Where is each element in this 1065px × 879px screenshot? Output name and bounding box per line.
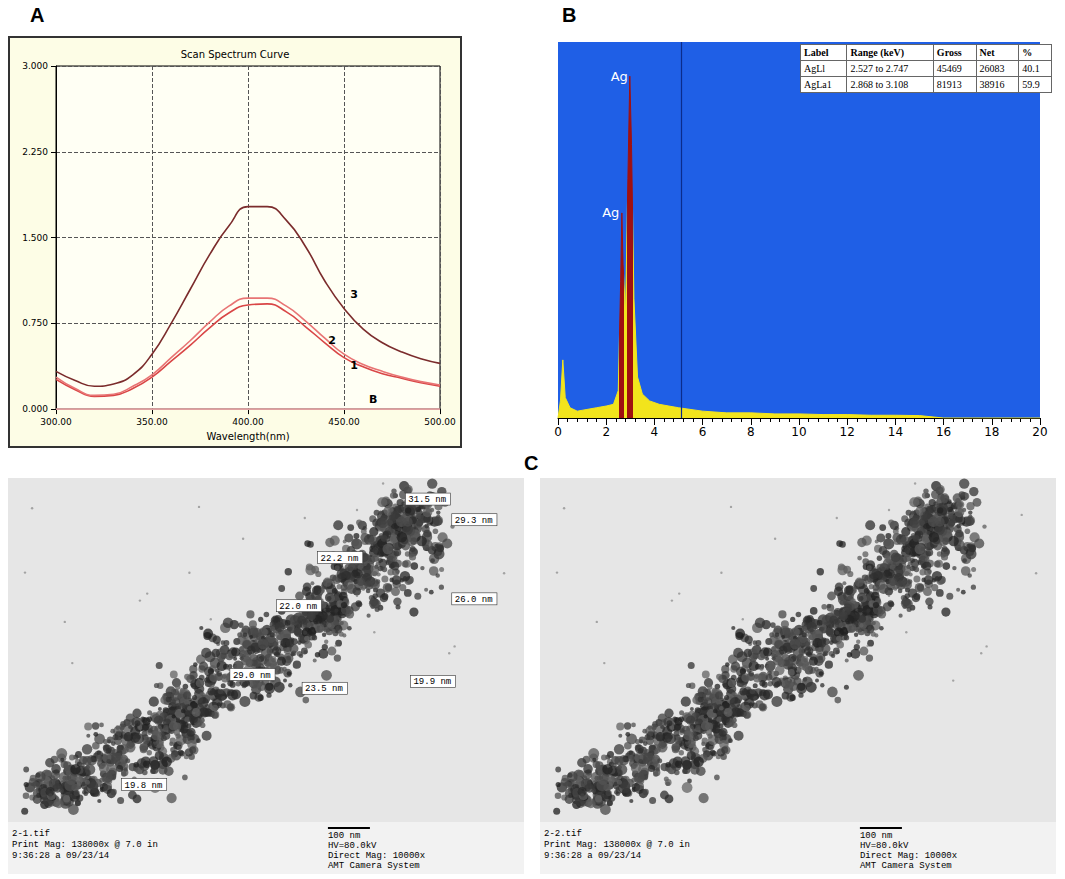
html-text:26083: 26083	[979, 63, 1005, 74]
html-text:Label: Label	[804, 47, 829, 58]
svg-text:8: 8	[747, 425, 755, 439]
svg-text:2-1.tif: 2-1.tif	[12, 829, 50, 839]
svg-text:Print Mag: 138000x @ 7.0 in: Print Mag: 138000x @ 7.0 in	[12, 840, 158, 850]
svg-text:300.00: 300.00	[40, 417, 72, 427]
html-text:AgLa1: AgLa1	[804, 79, 832, 90]
svg-text:Scan Spectrum Curve: Scan Spectrum Curve	[181, 49, 290, 60]
html-text:Gross: Gross	[936, 47, 962, 58]
svg-text:2.250: 2.250	[22, 147, 48, 157]
svg-text:26.0 nm: 26.0 nm	[455, 595, 493, 605]
svg-text:Ag: Ag	[611, 69, 628, 84]
svg-text:22.2 nm: 22.2 nm	[321, 554, 359, 564]
html-text:2.868 to 3.108: 2.868 to 3.108	[850, 79, 909, 90]
html-text:2.527 to 2.747: 2.527 to 2.747	[850, 63, 909, 74]
html-text:59.9: 59.9	[1022, 79, 1040, 90]
svg-text:19.9 nm: 19.9 nm	[413, 677, 451, 687]
svg-text:2-2.tif: 2-2.tif	[544, 829, 582, 839]
svg-text:2: 2	[328, 334, 336, 347]
svg-text:3: 3	[350, 288, 358, 301]
svg-text:450.00: 450.00	[328, 417, 360, 427]
svg-text:400.00: 400.00	[232, 417, 264, 427]
svg-text:6: 6	[699, 425, 707, 439]
svg-text:9:36:28 a 09/23/14: 9:36:28 a 09/23/14	[12, 851, 109, 861]
svg-text:HV=80.0kV: HV=80.0kV	[328, 841, 377, 851]
svg-text:23.5 nm: 23.5 nm	[305, 684, 343, 694]
svg-text:AMT Camera System: AMT Camera System	[860, 861, 952, 871]
svg-text:100 nm: 100 nm	[328, 831, 360, 841]
svg-text:31.5 nm: 31.5 nm	[408, 495, 446, 505]
html-text:38916: 38916	[979, 79, 1005, 90]
svg-text:14: 14	[888, 425, 903, 439]
svg-text:20: 20	[1032, 425, 1047, 439]
svg-text:Direct Mag: 10000x: Direct Mag: 10000x	[328, 851, 425, 861]
html-text:81913: 81913	[936, 79, 962, 90]
svg-text:Print Mag: 138000x @ 7.0 in: Print Mag: 138000x @ 7.0 in	[544, 840, 690, 850]
svg-text:12: 12	[840, 425, 855, 439]
html-text:45469: 45469	[936, 63, 962, 74]
html-text:C: C	[524, 452, 539, 474]
svg-text:18: 18	[984, 425, 999, 439]
svg-text:22.0 nm: 22.0 nm	[279, 602, 317, 612]
svg-text:Direct Mag: 10000x: Direct Mag: 10000x	[860, 851, 957, 861]
html-text:A: A	[30, 4, 45, 26]
svg-text:10: 10	[791, 425, 806, 439]
svg-text:AMT Camera System: AMT Camera System	[328, 861, 420, 871]
svg-text:9:36:28 a 09/23/14: 9:36:28 a 09/23/14	[544, 851, 641, 861]
svg-text:350.00: 350.00	[136, 417, 168, 427]
svg-text:1: 1	[350, 359, 358, 372]
html-text:40.1: 40.1	[1022, 63, 1040, 74]
svg-text:1.500: 1.500	[22, 233, 48, 243]
svg-text:500.00: 500.00	[424, 417, 456, 427]
svg-text:2: 2	[602, 425, 610, 439]
svg-text:Wavelength(nm): Wavelength(nm)	[206, 431, 289, 442]
svg-text:100 nm: 100 nm	[860, 831, 892, 841]
svg-text:HV=80.0kV: HV=80.0kV	[860, 841, 909, 851]
svg-text:16: 16	[936, 425, 951, 439]
html-text:AgLl: AgLl	[804, 63, 826, 74]
svg-text:0: 0	[554, 425, 562, 439]
svg-text:B: B	[369, 393, 377, 406]
svg-text:29.3 nm: 29.3 nm	[455, 516, 493, 526]
svg-text:3.000: 3.000	[22, 61, 48, 71]
svg-text:Ag: Ag	[602, 205, 619, 220]
svg-text:4: 4	[651, 425, 659, 439]
svg-text:29.0 nm: 29.0 nm	[233, 671, 271, 681]
svg-text:19.8 nm: 19.8 nm	[125, 781, 163, 791]
html-text:B: B	[562, 4, 577, 26]
html-text:Net: Net	[979, 47, 995, 58]
svg-text:0.000: 0.000	[22, 404, 48, 414]
svg-text:0.750: 0.750	[22, 318, 48, 328]
html-text:Range (keV): Range (keV)	[850, 47, 904, 58]
